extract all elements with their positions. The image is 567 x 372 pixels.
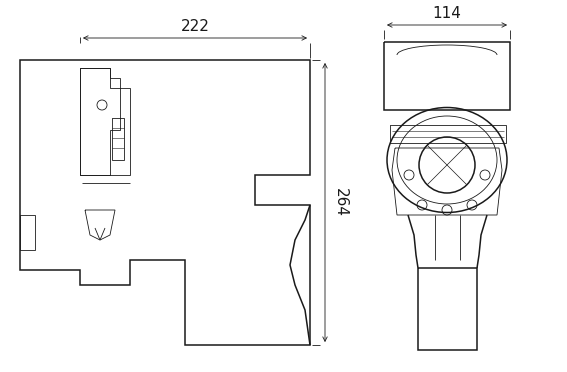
- Text: 222: 222: [180, 19, 209, 34]
- Text: 264: 264: [333, 188, 348, 217]
- Text: 114: 114: [433, 6, 462, 21]
